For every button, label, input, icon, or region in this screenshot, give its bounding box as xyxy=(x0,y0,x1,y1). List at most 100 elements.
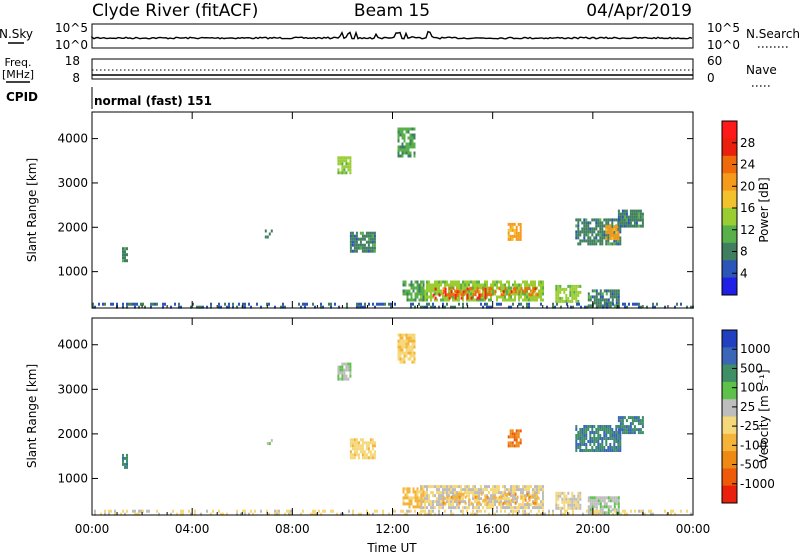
heatmap-cell-1-13 xyxy=(170,512,172,516)
heatmap-cell-1-13 xyxy=(134,509,136,513)
heatmap-cell-1-13 xyxy=(278,509,280,513)
heatmap-cell-1-10 xyxy=(126,462,128,466)
heatmap-cell-1-13 xyxy=(290,509,292,513)
heatmap-cell-1-0 xyxy=(518,503,520,507)
heatmap-cell-1-2 xyxy=(575,503,578,507)
heatmap-cell-1-3 xyxy=(406,493,409,497)
heatmap-cell-0-9 xyxy=(631,224,634,228)
heatmap-cell-0-4 xyxy=(416,292,419,296)
heatmap-cell-0-15 xyxy=(676,302,678,306)
heatmap-cell-1-2 xyxy=(563,506,566,510)
heatmap-cell-0-0 xyxy=(420,295,422,299)
x-tick-label-1: 04:00 xyxy=(175,522,210,536)
heatmap-cell-0-9 xyxy=(625,224,628,228)
heatmap-cell-0-3 xyxy=(559,296,562,300)
heatmap-cell-0-14 xyxy=(599,298,602,302)
heatmap-cell-1-13 xyxy=(644,512,646,516)
heatmap-cell-0-14 xyxy=(587,292,590,296)
heatmap-cell-1-3 xyxy=(414,496,417,500)
heatmap-cell-0-11 xyxy=(349,171,352,175)
heatmap-cell-1-2 xyxy=(563,491,566,495)
heatmap-cell-1-13 xyxy=(526,512,528,516)
heatmap-cell-1-0 xyxy=(464,491,466,495)
heatmap-cell-1-12 xyxy=(609,499,612,503)
heatmap-cell-0-14 xyxy=(593,289,596,293)
heatmap-cell-1-13 xyxy=(348,509,350,513)
heatmap-cell-1-1 xyxy=(504,492,507,496)
heatmap-cell-1-3 xyxy=(406,502,409,506)
heatmap-cell-1-3 xyxy=(412,487,415,491)
heatmap-cell-0-2 xyxy=(448,287,451,291)
heatmap-cell-1-5 xyxy=(371,444,374,448)
heatmap-cell-0-14 xyxy=(589,295,592,299)
station-title: Clyde River (fitACF) xyxy=(92,1,258,21)
heatmap-cell-1-0 xyxy=(504,485,506,489)
heatmap-cell-1-0 xyxy=(488,503,490,507)
heatmap-cell-1-13 xyxy=(332,509,334,513)
heatmap-cell-1-13 xyxy=(140,509,142,513)
heatmap-cell-1-6 xyxy=(581,428,584,431)
heatmap-cell-1-5 xyxy=(351,453,354,457)
heatmap-cell-0-9 xyxy=(623,212,626,216)
heatmap-cell-0-0 xyxy=(474,298,476,302)
heatmap-cell-1-2 xyxy=(571,494,574,498)
heatmap-cell-1-1 xyxy=(514,492,517,496)
heatmap-cell-1-0 xyxy=(502,497,504,501)
heatmap-cell-0-7 xyxy=(589,230,592,234)
heatmap-cell-0-15 xyxy=(140,302,142,306)
heatmap-cell-1-7 xyxy=(641,419,644,423)
heatmap-cell-0-0 xyxy=(478,283,480,287)
heatmap-cell-1-0 xyxy=(496,488,498,492)
heatmap-cell-0-3 xyxy=(559,299,562,303)
heatmap-cell-0-14 xyxy=(615,292,618,296)
heatmap-cell-0-0 xyxy=(442,295,444,299)
heatmap-cell-1-6 xyxy=(605,443,608,446)
heatmap-cell-1-8 xyxy=(413,360,416,364)
heatmap-cell-1-5 xyxy=(363,450,366,454)
heatmap-cell-1-6 xyxy=(619,446,622,449)
heatmap-cell-0-11 xyxy=(341,162,344,166)
heatmap-cell-0-0 xyxy=(530,298,532,302)
heatmap-cell-0-15 xyxy=(618,305,620,309)
heatmap-cell-0-12 xyxy=(126,247,128,251)
heatmap-cell-0-15 xyxy=(122,305,124,309)
heatmap-cell-1-6 xyxy=(607,449,610,452)
heatmap-cell-0-15 xyxy=(578,302,580,306)
heatmap-cell-0-0 xyxy=(540,289,542,293)
heatmap-cell-1-13 xyxy=(444,509,446,513)
heatmap-cell-0-2 xyxy=(476,287,479,291)
heatmap-cell-0-7 xyxy=(577,236,580,240)
heatmap-cell-0-3 xyxy=(555,293,558,297)
heatmap-cell-1-6 xyxy=(613,437,616,440)
heatmap-cell-1-2 xyxy=(555,500,558,504)
heatmap-cell-1-0 xyxy=(450,488,452,492)
heatmap-cell-1-10 xyxy=(126,456,128,460)
heatmap-cell-0-1 xyxy=(462,290,465,294)
heatmap-cell-0-2 xyxy=(478,290,481,294)
heatmap-cell-0-10 xyxy=(403,151,406,155)
heatmap-cell-1-0 xyxy=(526,506,528,510)
heatmap-cell-1-0 xyxy=(474,485,476,489)
heatmap-cell-0-14 xyxy=(611,292,614,296)
heatmap-cell-1-3 xyxy=(418,502,421,506)
colorbar-segment-8 xyxy=(722,468,737,487)
colorbar-segment-3 xyxy=(722,381,737,400)
heatmap-cell-1-12 xyxy=(595,496,598,500)
heatmap-cell-0-4 xyxy=(416,283,419,287)
heatmap-cell-1-7 xyxy=(621,428,624,432)
heatmap-cell-0-10 xyxy=(413,154,416,158)
heatmap-cell-0-7 xyxy=(601,230,604,234)
heatmap-cell-0-2 xyxy=(488,290,491,294)
colorbar-segment-7 xyxy=(722,242,737,261)
heatmap-cell-0-9 xyxy=(637,218,640,222)
heatmap-cell-1-8 xyxy=(397,351,400,355)
heatmap-cell-1-0 xyxy=(460,485,462,489)
heatmap-cell-0-0 xyxy=(536,298,538,302)
heatmap-cell-1-13 xyxy=(310,512,312,516)
heatmap-cell-1-6 xyxy=(599,425,602,428)
heatmap-cell-0-9 xyxy=(633,221,636,225)
heatmap-cell-1-13 xyxy=(132,509,134,513)
heatmap-cell-1-6 xyxy=(591,446,594,449)
heatmap-cell-0-4 xyxy=(412,298,415,302)
heatmap-cell-1-0 xyxy=(480,485,482,489)
